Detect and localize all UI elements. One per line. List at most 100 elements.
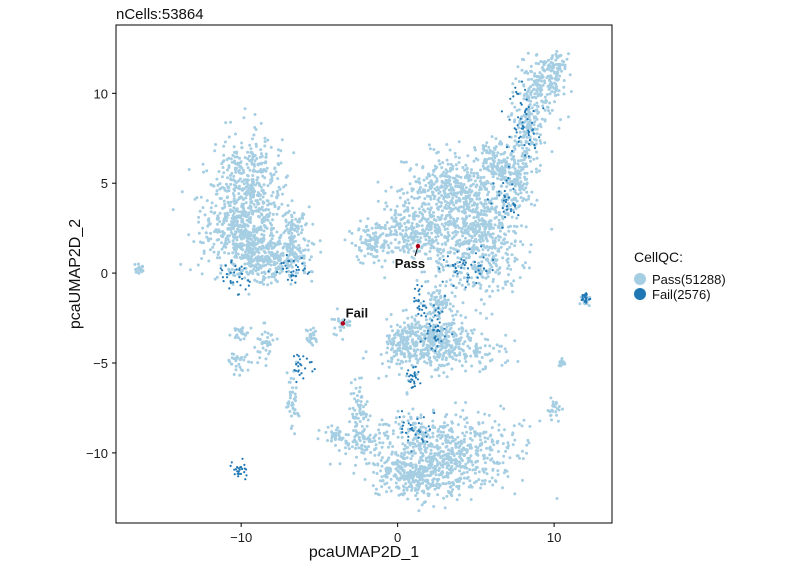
data-point	[447, 233, 451, 237]
data-point	[443, 227, 447, 231]
data-point	[359, 400, 363, 404]
data-point	[433, 194, 437, 198]
data-point	[280, 202, 284, 206]
data-point	[407, 412, 411, 416]
data-point	[554, 52, 558, 56]
data-point	[478, 350, 482, 354]
data-point	[480, 270, 484, 274]
data-point	[301, 216, 305, 220]
data-point	[523, 165, 526, 169]
data-point	[431, 435, 435, 439]
data-point	[457, 140, 461, 144]
data-point	[238, 156, 241, 160]
data-point	[429, 197, 433, 201]
data-point	[460, 329, 464, 333]
data-point	[355, 255, 359, 259]
data-point	[232, 373, 236, 376]
data-point	[383, 207, 387, 211]
data-point	[548, 101, 552, 105]
data-point	[472, 281, 475, 284]
data-point	[429, 302, 432, 306]
data-point	[480, 356, 484, 359]
data-point	[404, 232, 408, 236]
data-point	[428, 211, 432, 214]
data-point	[518, 186, 522, 190]
data-point	[446, 439, 450, 443]
data-point	[397, 470, 401, 474]
data-point	[439, 185, 443, 189]
data-point	[471, 463, 475, 467]
data-point	[383, 223, 387, 227]
data-point	[201, 162, 205, 166]
data-point	[552, 81, 556, 85]
data-point	[251, 152, 255, 156]
data-point	[543, 95, 547, 99]
data-point	[425, 361, 429, 365]
data-point	[420, 474, 424, 478]
data-point	[401, 309, 405, 313]
data-point	[275, 195, 278, 199]
data-point	[251, 137, 254, 141]
data-point	[533, 74, 536, 78]
data-point	[420, 270, 424, 274]
data-point	[432, 323, 436, 327]
data-point	[409, 246, 413, 250]
data-point	[270, 272, 274, 276]
data-point	[438, 446, 442, 450]
data-point	[263, 321, 267, 325]
data-point	[251, 154, 255, 158]
data-point	[465, 421, 469, 425]
data-point	[300, 228, 304, 232]
data-point	[489, 170, 493, 174]
data-point	[395, 260, 399, 264]
data-point	[452, 318, 456, 322]
data-point	[523, 120, 527, 124]
data-point	[419, 264, 423, 268]
data-point	[234, 162, 238, 166]
data-point	[249, 184, 253, 188]
data-point	[441, 465, 445, 469]
data-point	[513, 105, 517, 109]
data-point	[421, 454, 425, 458]
data-point	[540, 76, 544, 80]
data-point	[364, 415, 368, 419]
data-point	[483, 482, 487, 486]
data-point	[362, 440, 366, 444]
data-point	[265, 213, 269, 217]
data-point	[474, 220, 478, 223]
data-point	[268, 343, 272, 346]
data-point	[496, 151, 500, 155]
data-point	[415, 491, 419, 495]
data-point	[276, 254, 280, 258]
data-point	[426, 487, 430, 491]
data-point	[364, 403, 368, 406]
data-point	[180, 190, 184, 194]
data-point	[498, 344, 502, 348]
data-point	[497, 213, 501, 217]
data-point	[229, 178, 233, 182]
data-point	[213, 230, 216, 234]
data-point	[489, 162, 493, 166]
data-point	[552, 66, 556, 70]
data-point	[412, 217, 416, 221]
data-point	[387, 445, 390, 449]
data-point	[449, 222, 453, 226]
data-point	[454, 413, 458, 417]
data-point	[355, 422, 359, 426]
data-point	[430, 180, 434, 184]
data-point	[456, 217, 460, 221]
data-point	[284, 218, 288, 222]
data-point	[246, 257, 250, 261]
data-point	[246, 173, 249, 177]
data-point	[414, 473, 418, 477]
data-point	[464, 369, 468, 373]
data-point	[354, 429, 358, 433]
data-point	[201, 226, 205, 230]
data-point	[270, 237, 274, 241]
data-point	[462, 276, 466, 280]
data-point	[365, 228, 369, 232]
data-point	[396, 264, 400, 267]
data-point	[405, 374, 409, 378]
data-point	[272, 173, 276, 176]
data-point	[258, 239, 262, 243]
